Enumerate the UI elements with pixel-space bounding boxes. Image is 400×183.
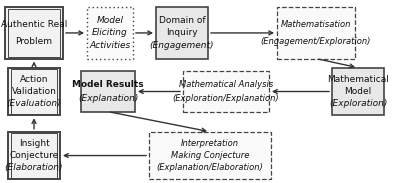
Text: Interpretation: Interpretation: [181, 139, 239, 148]
Bar: [11, 69, 57, 114]
Bar: [11, 133, 57, 178]
Bar: [8, 68, 60, 115]
Text: Eliciting: Eliciting: [92, 28, 128, 38]
Text: (Engagement/Exploration): (Engagement/Exploration): [261, 37, 371, 46]
Bar: [149, 132, 271, 179]
Text: Mathematical: Mathematical: [327, 75, 389, 84]
Text: Conjecture: Conjecture: [9, 151, 59, 160]
Text: Problem: Problem: [16, 37, 52, 46]
Bar: [277, 7, 355, 59]
Bar: [8, 132, 60, 179]
Text: (Explanation/Elaboration): (Explanation/Elaboration): [157, 163, 263, 172]
Text: Inquiry: Inquiry: [166, 28, 198, 38]
Text: Domain of: Domain of: [159, 16, 205, 25]
Text: Activities: Activities: [89, 41, 131, 50]
Text: Insight: Insight: [19, 139, 49, 148]
Bar: [8, 9, 60, 57]
Text: Model: Model: [344, 87, 372, 96]
Bar: [87, 7, 133, 59]
Text: (Explanation): (Explanation): [78, 94, 138, 103]
Text: Making Conjecture: Making Conjecture: [171, 151, 249, 160]
Text: (Elaboration): (Elaboration): [5, 163, 63, 172]
Text: (Engagement): (Engagement): [150, 41, 214, 50]
Bar: [156, 7, 208, 59]
Bar: [5, 7, 63, 59]
Text: (Exploration): (Exploration): [329, 99, 387, 108]
Text: Model: Model: [96, 16, 124, 25]
Text: Authentic Real: Authentic Real: [1, 20, 67, 29]
Text: Mathematical Analysis: Mathematical Analysis: [179, 80, 273, 89]
Text: (Exploration/Explanation): (Exploration/Explanation): [173, 94, 279, 103]
Bar: [81, 71, 135, 112]
Text: Validation: Validation: [12, 87, 56, 96]
Bar: [183, 71, 269, 112]
Bar: [332, 68, 384, 115]
Text: (Evaluation): (Evaluation): [7, 99, 61, 108]
Text: Action: Action: [20, 75, 48, 84]
Text: Mathematisation: Mathematisation: [281, 20, 351, 29]
Text: Model Results: Model Results: [72, 80, 144, 89]
